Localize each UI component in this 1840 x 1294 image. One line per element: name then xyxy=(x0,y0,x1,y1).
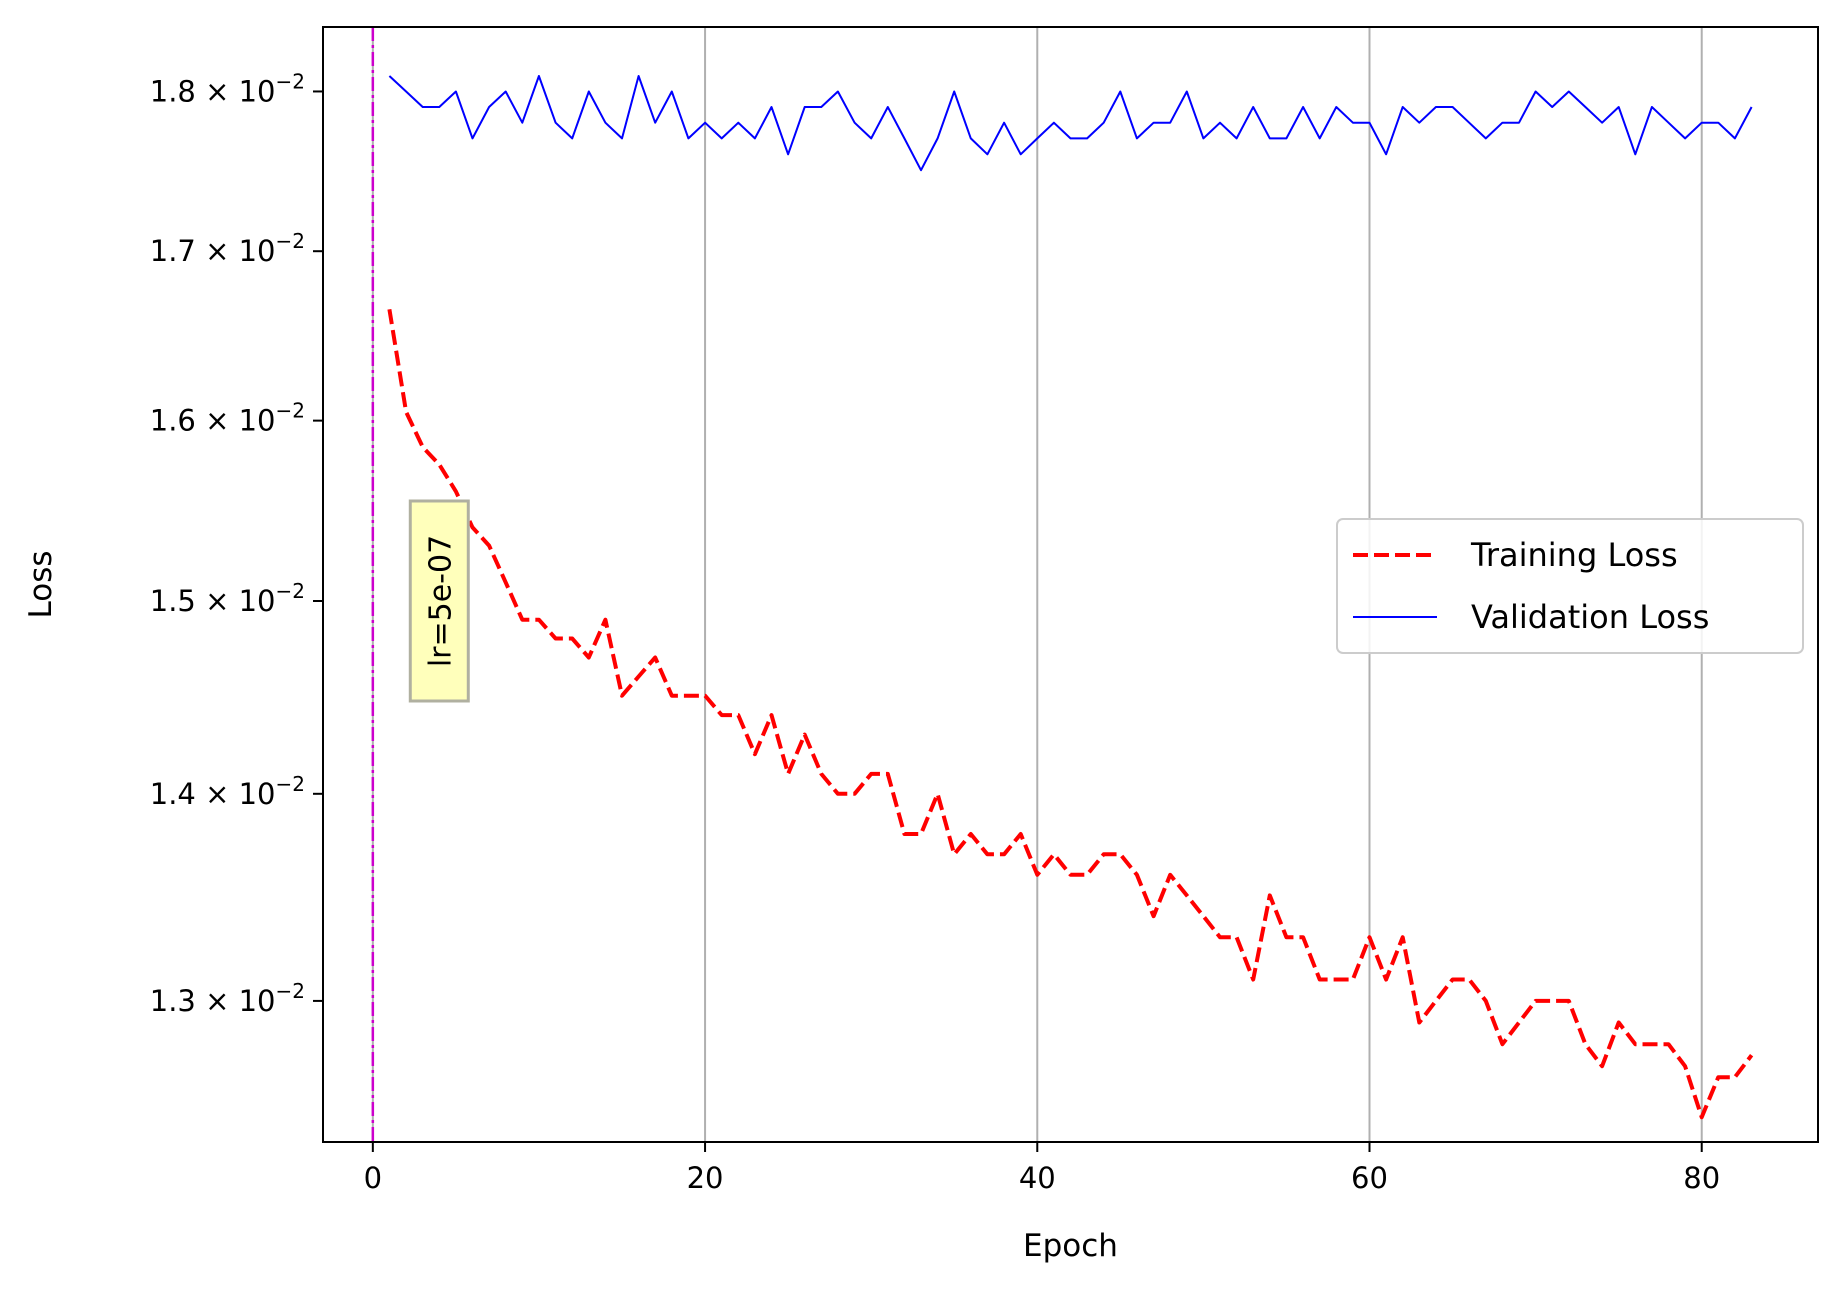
series-lines xyxy=(387,75,1754,1120)
y-ticks: 1.3 × 10−2 1.4 × 10−2 1.5 × 10−2 1.6 × 10−2… xyxy=(150,69,323,1018)
legend: Training Loss Validation Loss xyxy=(1336,518,1804,654)
x-axis-label: Epoch xyxy=(1023,1228,1118,1264)
y-tick-label: 1.3 × 10−2 xyxy=(150,979,305,1018)
y-tick-label: 1.6 × 10−2 xyxy=(150,399,305,438)
validation-loss-line xyxy=(388,75,1753,172)
training-loss-line xyxy=(387,308,1754,1120)
x-tick-label: 0 xyxy=(364,1161,382,1195)
y-tick-label: 1.5 × 10−2 xyxy=(150,579,305,618)
x-tick-label: 40 xyxy=(1019,1161,1056,1195)
y-tick-label: 1.4 × 10−2 xyxy=(150,772,305,811)
x-tick-label: 80 xyxy=(1683,1161,1720,1195)
plot-frame xyxy=(322,26,1819,1143)
x-tick-label: 20 xyxy=(687,1161,724,1195)
lr-annotation: lr=5e-07 xyxy=(408,499,470,703)
legend-label-training: Training Loss xyxy=(1470,536,1678,574)
y-axis-label: Loss xyxy=(23,551,59,619)
x-tick-label: 60 xyxy=(1351,1161,1388,1195)
legend-box xyxy=(1336,518,1804,654)
x-ticks: 0 20 40 60 80 xyxy=(364,1142,1720,1195)
lr-annotation-box xyxy=(408,499,470,703)
lr-annotation-text: lr=5e-07 xyxy=(423,535,458,667)
y-tick-label: 1.8 × 10−2 xyxy=(150,69,305,108)
y-tick-label: 1.7 × 10−2 xyxy=(150,229,305,268)
legend-label-validation: Validation Loss xyxy=(1471,598,1709,636)
